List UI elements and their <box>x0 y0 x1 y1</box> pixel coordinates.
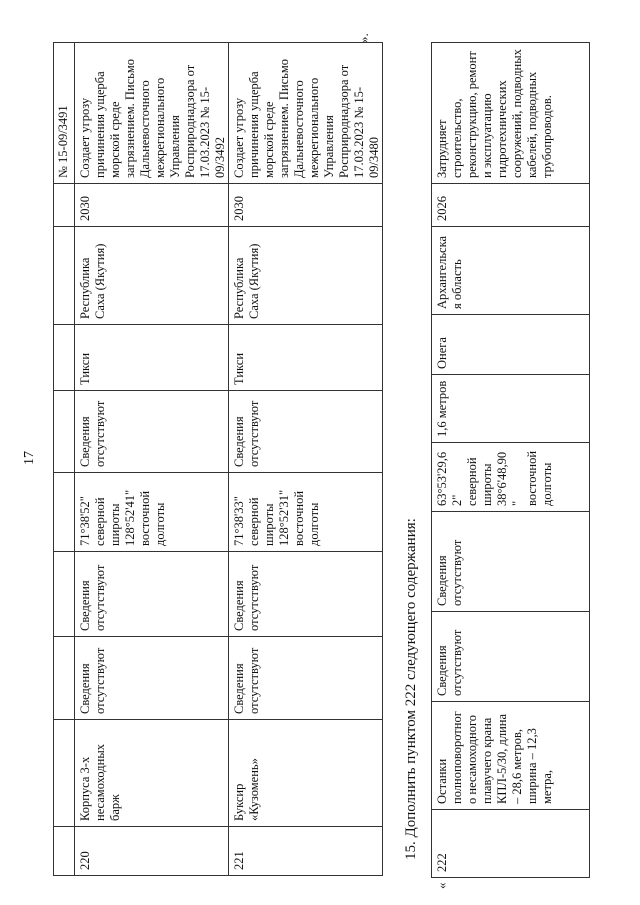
objects-table-new-item: 222 Останки полноповоротного несамоходно… <box>431 42 590 878</box>
cell-info: Сведения отсутствуют <box>228 390 383 473</box>
object-name: Буксир «Кузомень» <box>228 719 383 827</box>
opening-quote: « <box>434 882 449 890</box>
place: Онега <box>431 314 590 375</box>
place: Тикси <box>74 324 229 391</box>
note: Создает угрозу причинения ущерба морской… <box>228 42 383 184</box>
year: 2030 <box>228 183 383 227</box>
continuation-row: № 15-09/3491 <box>53 42 75 876</box>
section-title: 15. Дополнить пунктом 222 следующего сод… <box>403 518 419 860</box>
object-name: Останки полноповоротного несамоходного п… <box>431 701 590 810</box>
place: Тикси <box>228 324 383 391</box>
table-row: 220 Корпуса 3-х несамоходных барж Сведен… <box>74 42 229 876</box>
coordinates: 63°53'29,62" северной широты 38°6'48,90"… <box>431 442 590 512</box>
year: 2026 <box>431 183 590 227</box>
row-number: 221 <box>228 826 383 876</box>
coordinates: 71°38'52" северной широты 128°52'41" вос… <box>74 472 229 552</box>
table-row: 221 Буксир «Кузомень» Сведения отсутству… <box>228 42 383 876</box>
region: Архангельская область <box>431 226 590 315</box>
cell-info: Сведения отсутствуют <box>228 636 383 720</box>
region: Республика Саха (Якутия) <box>228 226 383 325</box>
objects-table-continued: № 15-09/3491 220 Корпуса 3-х несамоходны… <box>53 42 383 876</box>
cell-info: Сведения отсутствуют <box>228 551 383 637</box>
cell-info: Сведения отсутствуют <box>74 551 229 637</box>
cell-info: Сведения отсутствуют <box>431 511 590 612</box>
note: Создает угрозу причинения ущерба морской… <box>74 42 229 184</box>
page-number: 17 <box>22 451 37 465</box>
continuation-note: № 15-09/3491 <box>53 42 75 184</box>
row-number: 220 <box>74 826 229 876</box>
year: 2030 <box>74 183 229 227</box>
cell-info: Сведения отсутствуют <box>74 636 229 720</box>
row-number: 222 <box>431 809 590 878</box>
region: Республика Саха (Якутия) <box>74 226 229 325</box>
cell-info: Сведения отсутствуют <box>431 611 590 702</box>
object-name: Корпуса 3-х несамоходных барж <box>74 719 229 827</box>
depth: 1,6 метров <box>431 374 590 443</box>
table-row: 222 Останки полноповоротного несамоходно… <box>431 42 590 878</box>
coordinates: 71°38'33" северной широты 128°52'31" вос… <box>228 472 383 552</box>
cell-info: Сведения отсутствуют <box>74 390 229 473</box>
note: Затрудняет строительство, реконструкцию,… <box>431 42 590 184</box>
